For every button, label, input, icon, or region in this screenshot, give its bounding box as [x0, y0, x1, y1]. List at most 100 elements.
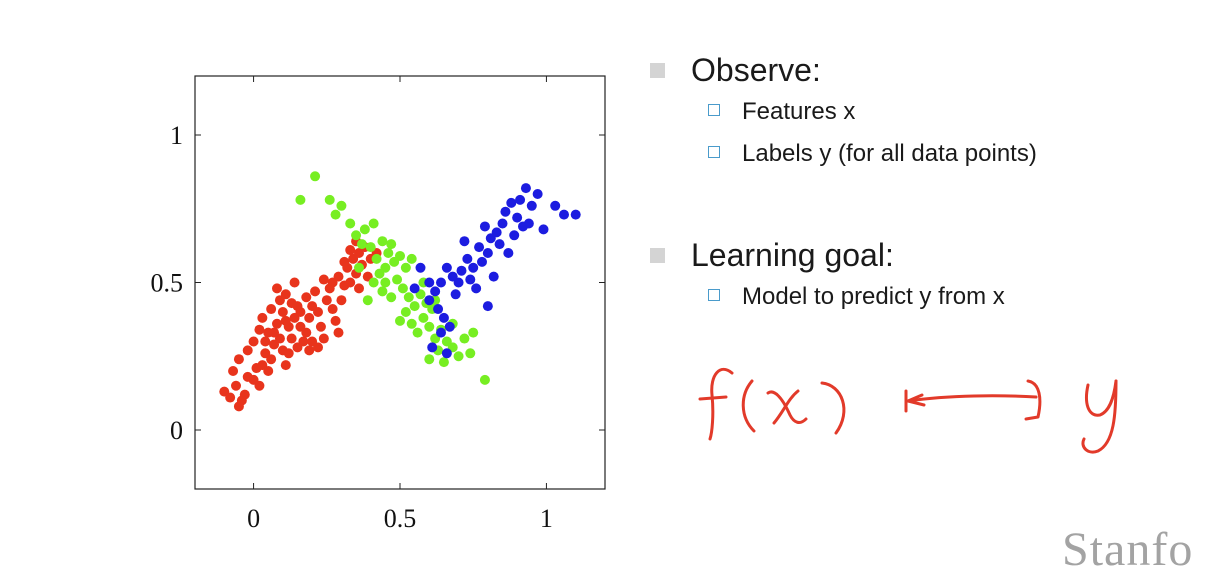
data-point	[289, 277, 300, 288]
data-point	[345, 277, 356, 288]
data-point	[327, 304, 338, 315]
data-point	[263, 366, 274, 376]
data-point	[482, 301, 493, 312]
data-point	[307, 336, 318, 347]
data-point	[497, 218, 508, 229]
data-point	[468, 262, 479, 273]
data-point	[295, 194, 306, 205]
list-item: Features x	[650, 98, 1190, 126]
data-point	[301, 292, 312, 303]
data-point	[406, 318, 417, 329]
data-point	[523, 218, 534, 229]
data-point	[248, 336, 259, 347]
list-item: Labels y (for all data points)	[650, 140, 1190, 168]
data-point	[570, 209, 581, 220]
data-point	[345, 245, 356, 256]
learning-goal-bullet: Learning goal:	[650, 237, 1190, 273]
data-point	[424, 277, 435, 288]
bullet-square-icon	[650, 248, 665, 263]
data-point	[418, 312, 429, 323]
data-point	[506, 197, 517, 208]
data-point	[494, 239, 505, 250]
data-point	[433, 304, 444, 315]
data-point	[479, 374, 490, 385]
data-point	[412, 327, 423, 338]
data-point	[395, 315, 405, 326]
data-point	[465, 348, 476, 359]
data-point	[254, 324, 265, 335]
data-point	[377, 236, 388, 247]
data-point	[333, 327, 344, 338]
data-point	[400, 262, 411, 273]
data-point	[453, 351, 464, 362]
data-point	[377, 286, 388, 297]
handwritten-annotation	[698, 367, 1118, 454]
data-point	[559, 209, 569, 220]
data-point	[292, 342, 303, 353]
data-point	[438, 357, 449, 368]
x-tick-label: 0.5	[384, 504, 417, 533]
data-point	[409, 301, 420, 312]
data-point	[485, 233, 496, 244]
scatter-plot: 0 0.5 1 0 0.5 1	[151, 75, 606, 533]
data-point	[474, 242, 485, 253]
data-point	[515, 194, 526, 205]
data-point	[315, 321, 326, 332]
data-point	[371, 253, 382, 264]
data-point	[339, 256, 350, 267]
data-point	[354, 262, 364, 273]
data-point	[327, 277, 338, 288]
bullet-box-icon	[708, 104, 720, 116]
data-point	[526, 200, 537, 211]
data-point	[409, 283, 420, 294]
data-point	[512, 212, 523, 223]
data-point	[424, 321, 435, 332]
data-point	[503, 248, 514, 258]
observe-heading: Observe:	[691, 52, 821, 88]
data-point	[459, 236, 470, 247]
data-point	[415, 262, 426, 273]
data-point	[436, 277, 446, 288]
data-point	[304, 312, 315, 323]
data-point	[301, 327, 312, 338]
data-point	[482, 248, 493, 258]
data-point	[383, 248, 394, 258]
data-point	[397, 283, 408, 294]
data-point	[318, 274, 329, 285]
bullet-text: Model to predict y from x	[742, 283, 1005, 310]
data-point	[395, 250, 405, 261]
data-point	[374, 268, 385, 279]
data-point	[400, 307, 411, 317]
y-tick-label: 1	[170, 121, 183, 150]
bullet-square-icon	[650, 63, 665, 78]
data-point	[359, 224, 370, 235]
data-point	[310, 286, 321, 297]
data-point	[380, 277, 391, 288]
data-point	[427, 342, 438, 353]
data-point	[368, 218, 379, 229]
data-point	[321, 295, 332, 306]
data-point	[441, 262, 452, 273]
data-point	[269, 327, 280, 338]
bullet-box-icon	[708, 146, 720, 158]
data-point	[283, 348, 294, 359]
data-point	[488, 271, 499, 282]
data-point	[330, 209, 341, 220]
data-point	[447, 271, 458, 282]
data-point	[459, 333, 470, 344]
data-point	[304, 345, 315, 356]
data-point	[386, 239, 397, 250]
data-point	[406, 253, 417, 264]
data-point	[295, 307, 306, 317]
y-tick-label: 0	[170, 416, 183, 445]
data-point	[436, 327, 446, 338]
data-point	[345, 218, 356, 229]
data-point	[231, 380, 241, 391]
y-tick-label: 0.5	[151, 269, 184, 298]
learning-goal-heading: Learning goal:	[691, 237, 894, 273]
data-point	[368, 277, 379, 288]
data-point	[254, 380, 265, 391]
data-point	[257, 312, 268, 323]
data-point	[225, 392, 236, 403]
data-point	[362, 295, 373, 306]
